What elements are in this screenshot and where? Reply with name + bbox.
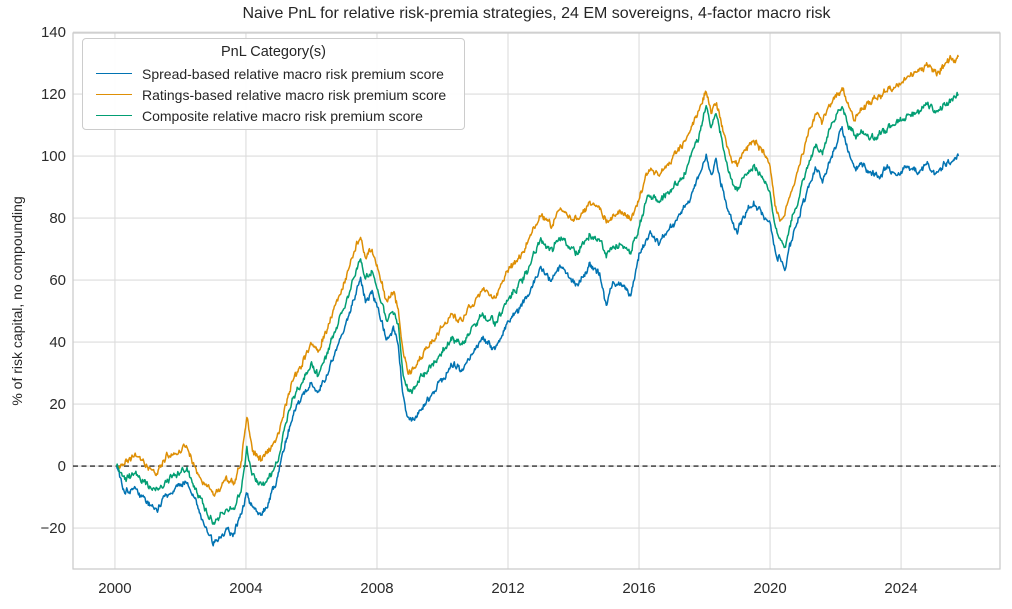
legend-item: Spread-based relative macro risk premium…	[83, 63, 464, 84]
y-tick-label: 0	[58, 458, 66, 475]
legend-item: Composite relative macro risk premium sc…	[83, 105, 464, 126]
series-line-spread	[115, 125, 960, 547]
legend: PnL Category(s) Spread-based relative ma…	[82, 38, 465, 130]
x-tick-label: 2020	[753, 580, 786, 597]
series-line-composite	[115, 91, 960, 525]
x-tick-label: 2008	[360, 580, 393, 597]
legend-item-label: Spread-based relative macro risk premium…	[142, 65, 444, 82]
series-line-ratings	[116, 54, 960, 497]
legend-line-swatch-spread	[96, 73, 132, 74]
legend-line-swatch-ratings	[96, 94, 132, 95]
chart-title: Naive PnL for relative risk-premia strat…	[242, 5, 831, 22]
y-tick-label: 120	[41, 86, 66, 103]
legend-item-label: Composite relative macro risk premium sc…	[142, 107, 423, 124]
x-tick-label: 2004	[229, 580, 262, 597]
legend-line-swatch-composite	[96, 115, 132, 116]
axes-border	[72, 32, 1001, 570]
x-tick-label: 2000	[98, 580, 131, 597]
legend-item: Ratings-based relative macro risk premiu…	[83, 84, 464, 105]
y-tick-label: −20	[41, 520, 66, 537]
y-tick-label: 140	[41, 24, 66, 41]
x-tick-label: 2024	[884, 580, 917, 597]
x-tick-label: 2012	[491, 580, 524, 597]
y-tick-label: 80	[49, 210, 66, 227]
y-tick-label: 40	[49, 334, 66, 351]
y-tick-label: 100	[41, 148, 66, 165]
x-tick-label: 2016	[622, 580, 655, 597]
legend-title: PnL Category(s)	[220, 44, 327, 60]
legend-item-label: Ratings-based relative macro risk premiu…	[142, 86, 447, 103]
y-tick-label: 20	[49, 396, 66, 413]
y-tick-label: 60	[49, 272, 66, 289]
